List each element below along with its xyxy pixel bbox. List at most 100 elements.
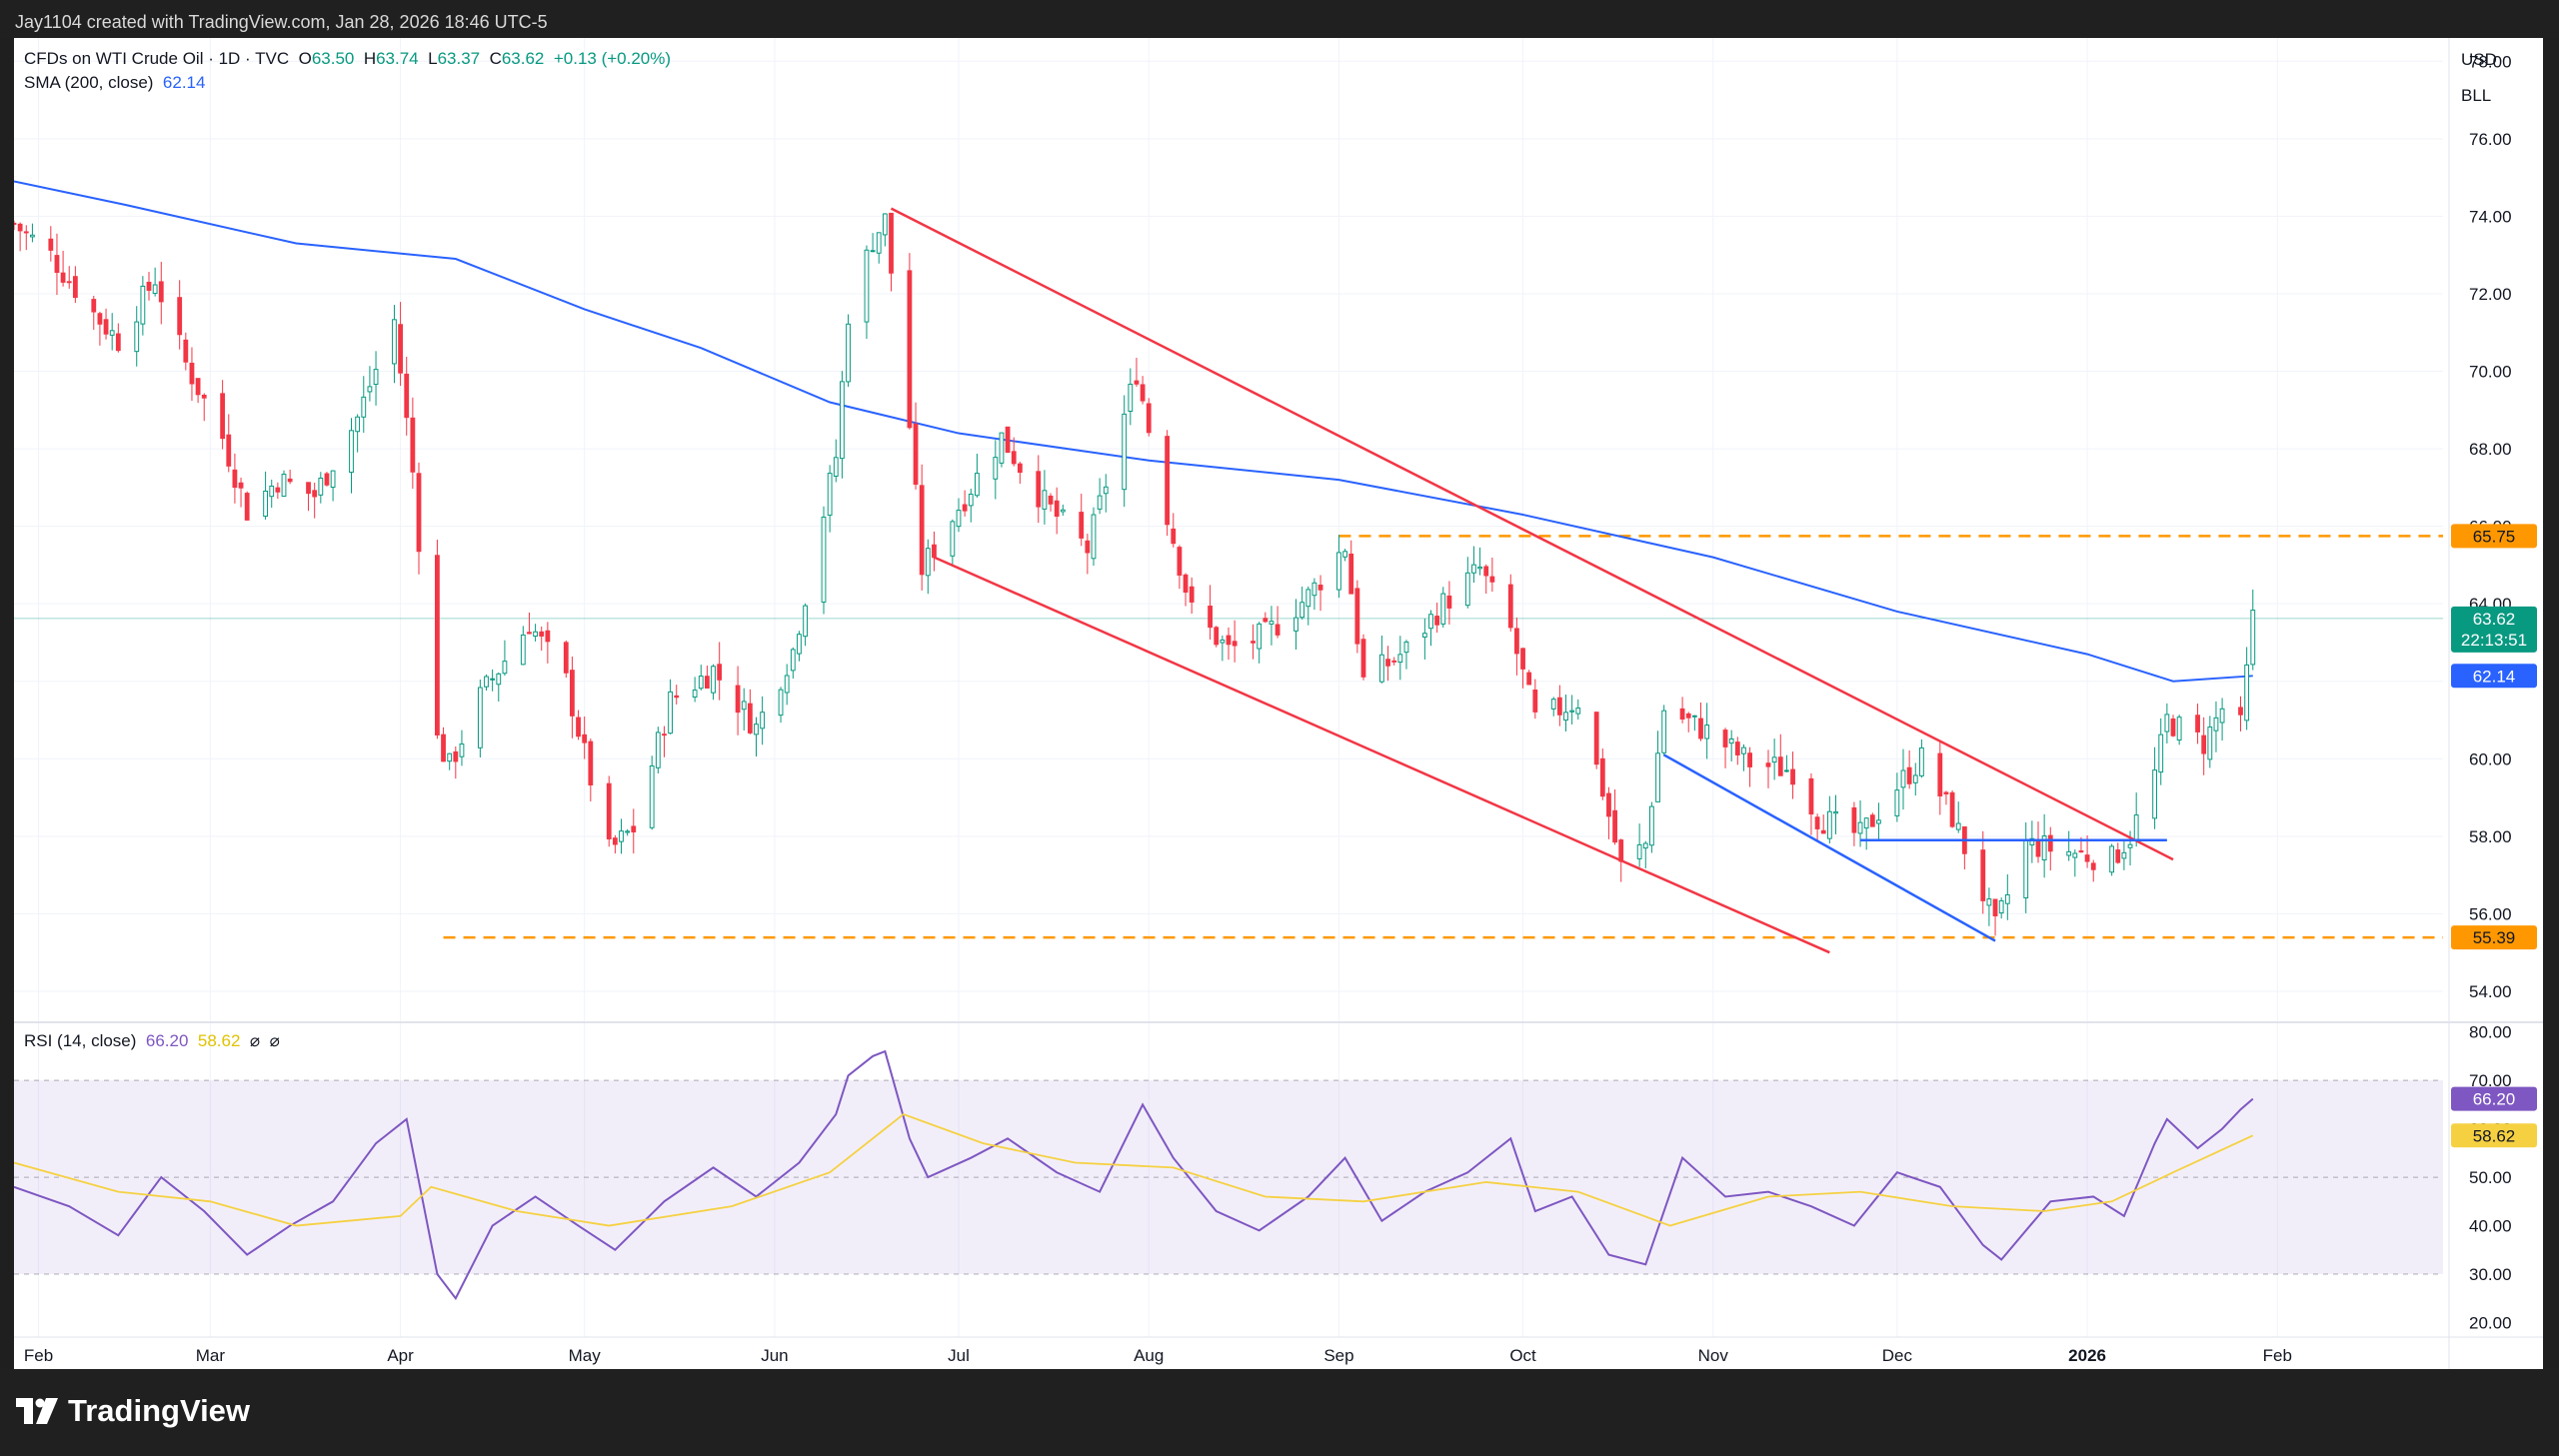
- candle-body: [1440, 593, 1446, 625]
- candle-body: [1808, 777, 1814, 815]
- candle-body: [668, 691, 673, 734]
- candle-body: [1691, 715, 1697, 718]
- candle-body: [840, 381, 845, 460]
- time-axis[interactable]: Feb Mar Apr May Jun Jul Aug Sep Oct Nov Dec 2026 Feb: [24, 1346, 2292, 1365]
- price-tick-label: 54.00: [2469, 982, 2512, 1001]
- symbol-name[interactable]: CFDs on WTI Crude Oil · 1D · TVC: [24, 49, 290, 68]
- rsi-tag-box: [2451, 1086, 2537, 1111]
- candle-body: [435, 555, 440, 735]
- chart-frame[interactable]: 54.0056.0058.0060.0062.0064.0066.0068.00…: [14, 38, 2543, 1369]
- high-value: 63.74: [376, 49, 419, 68]
- candle-body: [1336, 552, 1341, 591]
- candle-body: [907, 270, 913, 429]
- chart-canvas[interactable]: 54.0056.0058.0060.0062.0064.0066.0068.00…: [14, 38, 2543, 1369]
- candle-body: [1299, 602, 1305, 619]
- candle-body: [1704, 725, 1710, 739]
- candle-body: [1005, 426, 1011, 454]
- high-label: H: [363, 49, 377, 68]
- candle-body: [177, 297, 183, 336]
- candle-body: [2023, 839, 2029, 899]
- low-label: L: [428, 49, 438, 68]
- unit-label[interactable]: BLL: [2461, 86, 2492, 105]
- candle-body: [1520, 648, 1525, 670]
- hidden-plot-icon[interactable]: ⌀: [249, 1031, 261, 1050]
- trendline: [933, 556, 1830, 954]
- axis-units[interactable]: USD BLL: [2461, 42, 2497, 114]
- ohlc-legend[interactable]: CFDs on WTI Crude Oil · 1D · TVC O63.50 …: [24, 49, 671, 69]
- rsi-label[interactable]: RSI (14, close): [24, 1031, 137, 1050]
- candle-body: [1036, 471, 1042, 508]
- sma-legend[interactable]: SMA (200, close) 62.14: [24, 73, 205, 93]
- candle-body: [1765, 762, 1771, 767]
- candle-body: [711, 666, 716, 694]
- candle-body: [410, 417, 416, 473]
- axis-tags: 65.75 55.39 63.62 22:13:51 62.14 66.20 58.62: [2451, 524, 2537, 1148]
- candle-body: [1937, 752, 1943, 796]
- candle-body: [520, 634, 526, 666]
- candle-body: [2170, 718, 2176, 736]
- candle-body: [189, 362, 195, 385]
- candle-body: [1189, 586, 1195, 603]
- candle-body: [1122, 413, 1128, 491]
- time-tick-label: Apr: [387, 1346, 414, 1365]
- candle-body: [1869, 814, 1875, 827]
- candle-body: [72, 276, 78, 299]
- candle-body: [1263, 618, 1269, 623]
- candle-body: [1698, 718, 1703, 739]
- sma-label[interactable]: SMA (200, close): [24, 73, 154, 92]
- candle-body: [392, 319, 397, 365]
- candle-body: [2084, 854, 2090, 862]
- candle-body: [103, 319, 109, 335]
- time-tick-label: May: [569, 1346, 602, 1365]
- candle-body: [1128, 383, 1134, 413]
- candle-body: [864, 249, 870, 323]
- candle-body: [367, 386, 373, 393]
- candle-body: [1464, 572, 1470, 607]
- candle-body: [2127, 843, 2133, 848]
- candle-body: [790, 649, 796, 672]
- rsi-legend[interactable]: RSI (14, close) 66.20 58.62 ⌀ ⌀: [24, 1031, 280, 1051]
- candle-body: [1208, 606, 1213, 629]
- candle-body: [1857, 821, 1863, 834]
- candle-body: [1379, 654, 1384, 683]
- price-tick-label: 58.00: [2469, 827, 2512, 846]
- candle-body: [582, 733, 588, 743]
- candle-body: [1354, 588, 1360, 645]
- candle-body: [2029, 837, 2035, 846]
- candle-body: [134, 321, 140, 353]
- rsi-ma-tag: 58.62: [2473, 1126, 2516, 1145]
- candle-body: [1826, 810, 1832, 839]
- tradingview-logo[interactable]: TradingView: [16, 1391, 250, 1431]
- candle-body: [662, 733, 667, 736]
- candle-body: [2213, 717, 2219, 731]
- candle-body: [1514, 628, 1519, 655]
- candle-body: [1171, 528, 1177, 545]
- hidden-plot-icon[interactable]: ⌀: [269, 1031, 280, 1050]
- candle-body: [275, 487, 281, 493]
- candle-body: [1612, 809, 1617, 843]
- candle-body: [477, 687, 483, 748]
- candle-body: [287, 478, 293, 483]
- candle-body: [1079, 512, 1085, 539]
- rsi-lines: [14, 1049, 2254, 1301]
- candle-body: [97, 313, 103, 325]
- candle-body: [760, 712, 766, 729]
- candle-body: [1593, 712, 1599, 765]
- candle-body: [999, 432, 1005, 464]
- rsi-ma-line: [14, 1113, 2254, 1227]
- currency-label[interactable]: USD: [2461, 50, 2497, 69]
- candle-body: [821, 516, 827, 603]
- candle-body: [238, 482, 244, 489]
- price-axis[interactable]: 54.0056.0058.0060.0062.0064.0066.0068.00…: [2469, 52, 2512, 1332]
- candle-body: [1679, 708, 1685, 721]
- candle-body: [1955, 822, 1961, 830]
- candle-body: [1257, 623, 1263, 650]
- candle-body: [1397, 654, 1403, 664]
- candle-body: [1220, 639, 1226, 644]
- rsi-tick-label: 40.00: [2469, 1217, 2512, 1236]
- rsi-tick-label: 80.00: [2469, 1023, 2512, 1042]
- trendline: [1663, 753, 1996, 942]
- price-tick-label: 78.00: [2469, 52, 2512, 71]
- candle-body: [2078, 850, 2084, 853]
- candle-body: [2090, 862, 2096, 870]
